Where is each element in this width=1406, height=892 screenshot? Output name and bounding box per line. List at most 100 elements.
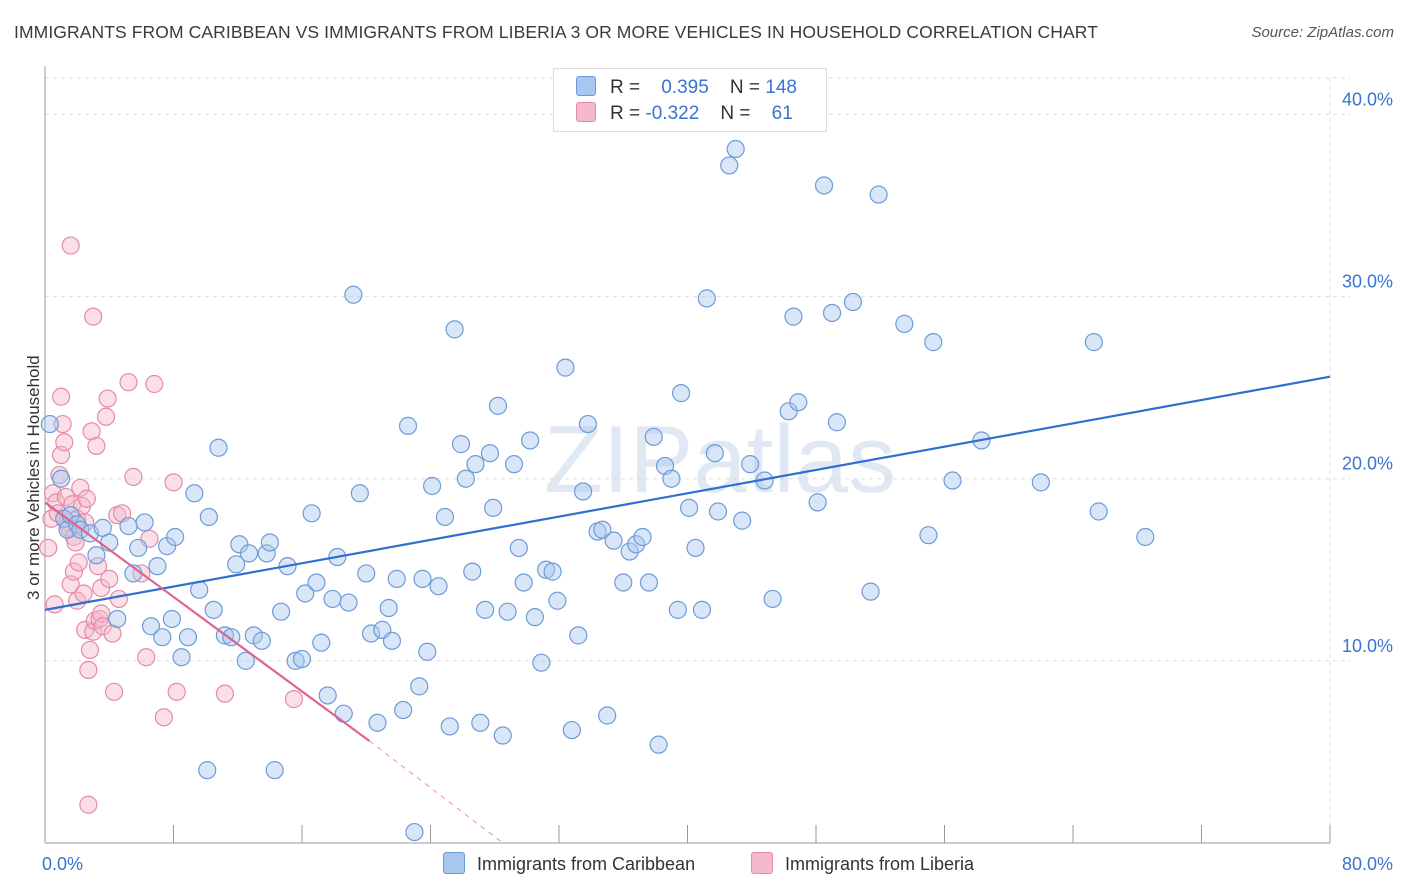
trend-lines <box>44 375 1331 844</box>
caribbean-point <box>789 393 808 412</box>
caribbean-point <box>556 358 575 377</box>
caribbean-point <box>509 538 528 558</box>
caribbean-point <box>227 555 246 574</box>
caribbean-point <box>199 507 218 527</box>
caribbean-r-value: 0.395 <box>661 77 709 98</box>
caribbean-point <box>895 314 914 333</box>
caribbean-point <box>166 527 185 547</box>
liberia-point <box>71 478 90 497</box>
caribbean-point <box>398 416 418 435</box>
caribbean-point <box>697 289 716 308</box>
caribbean-point <box>379 598 398 618</box>
liberia-point <box>84 307 103 326</box>
caribbean-point <box>493 726 512 745</box>
liberia-point <box>39 538 58 558</box>
caribbean-point <box>350 484 369 503</box>
liberia-trend-line <box>44 501 371 742</box>
axes <box>44 66 1331 844</box>
liberia-point <box>64 562 84 581</box>
liberia-point <box>124 467 143 486</box>
y-tick-label: 40.0% <box>1342 89 1393 109</box>
caribbean-point <box>484 498 503 517</box>
x-tick-label: 80.0% <box>1342 854 1393 874</box>
caribbean-point <box>394 700 413 720</box>
caribbean-point <box>318 686 337 705</box>
liberia-point <box>119 373 138 392</box>
caribbean-point <box>1031 473 1050 492</box>
liberia-point <box>284 690 304 709</box>
caribbean-point <box>662 469 681 488</box>
caribbean-point <box>141 617 161 636</box>
caribbean-point <box>543 562 562 581</box>
legend-label-caribbean: Immigrants from Caribbean <box>477 854 696 874</box>
caribbean-point <box>869 185 888 204</box>
caribbean-point <box>334 704 353 723</box>
caribbean-point <box>429 577 448 596</box>
caribbean-point <box>1089 502 1108 521</box>
liberia-point <box>103 624 122 643</box>
y-tick-label: 10.0% <box>1342 636 1393 656</box>
caribbean-point <box>209 438 228 457</box>
legend-row-caribbean: R = 0.395 N = 148 <box>576 76 797 100</box>
liberia-point <box>104 682 124 701</box>
liberia-point <box>96 407 116 426</box>
caribbean-point <box>413 569 432 588</box>
caribbean-point <box>680 498 699 517</box>
caribbean-point <box>569 626 588 645</box>
caribbean-point <box>476 600 495 619</box>
caribbean-point <box>292 649 312 669</box>
gridlines <box>45 77 1350 843</box>
liberia-point <box>87 436 106 456</box>
caribbean-point <box>129 538 148 558</box>
liberia-point <box>137 648 156 667</box>
caribbean-point <box>720 156 739 175</box>
y-tick-label: 30.0% <box>1342 272 1393 292</box>
caribbean-point <box>573 482 593 501</box>
caribbean-point <box>252 631 271 650</box>
caribbean-point <box>604 531 623 550</box>
caribbean-point <box>1136 527 1155 547</box>
n-label: N = <box>729 77 761 98</box>
caribbean-point <box>40 414 59 434</box>
tick-labels: 10.0% 20.0% 30.0% 40.0% 0.0% 80.0% <box>42 89 1393 874</box>
caribbean-point <box>451 435 471 454</box>
caribbean-point <box>480 444 500 463</box>
caribbean-point <box>733 511 752 530</box>
caribbean-swatch <box>576 76 596 96</box>
source-label: Source: ZipAtlas.com <box>1251 24 1394 41</box>
liberia-point <box>45 595 64 614</box>
caribbean-point <box>357 564 376 583</box>
caribbean-point <box>537 560 556 579</box>
caribbean-point <box>779 402 798 421</box>
liberia-point <box>80 640 100 660</box>
caribbean-point <box>471 713 490 732</box>
caribbean-point <box>463 562 482 581</box>
liberia-point <box>154 708 173 727</box>
caribbean-point <box>382 631 402 650</box>
correlation-legend: R = 0.395 N = 148 R = -0.322 N = 61 <box>553 68 827 132</box>
liberia-point <box>77 489 96 508</box>
caribbean-point <box>808 493 827 512</box>
caribbean-point <box>108 609 127 629</box>
liberia-n-value: 61 <box>771 103 793 124</box>
liberia-trend-extension <box>369 740 504 844</box>
liberia-point <box>215 684 234 703</box>
caribbean-point <box>307 573 326 592</box>
r-label: R = <box>610 103 641 124</box>
caribbean-point <box>827 413 846 432</box>
caribbean-point <box>520 431 540 450</box>
caribbean-point <box>504 455 524 474</box>
caribbean-point <box>639 573 659 592</box>
caribbean-point <box>919 526 938 545</box>
caribbean-point <box>614 573 633 592</box>
caribbean-point <box>671 384 691 403</box>
caribbean-point <box>153 628 172 647</box>
caribbean-n-value: 148 <box>765 77 797 98</box>
liberia-point <box>98 389 117 408</box>
caribbean-point <box>726 139 745 159</box>
caribbean-point <box>272 602 291 621</box>
caribbean-point <box>620 542 639 561</box>
caribbean-point <box>260 533 279 552</box>
liberia-point <box>164 473 183 492</box>
caribbean-point <box>668 600 687 619</box>
